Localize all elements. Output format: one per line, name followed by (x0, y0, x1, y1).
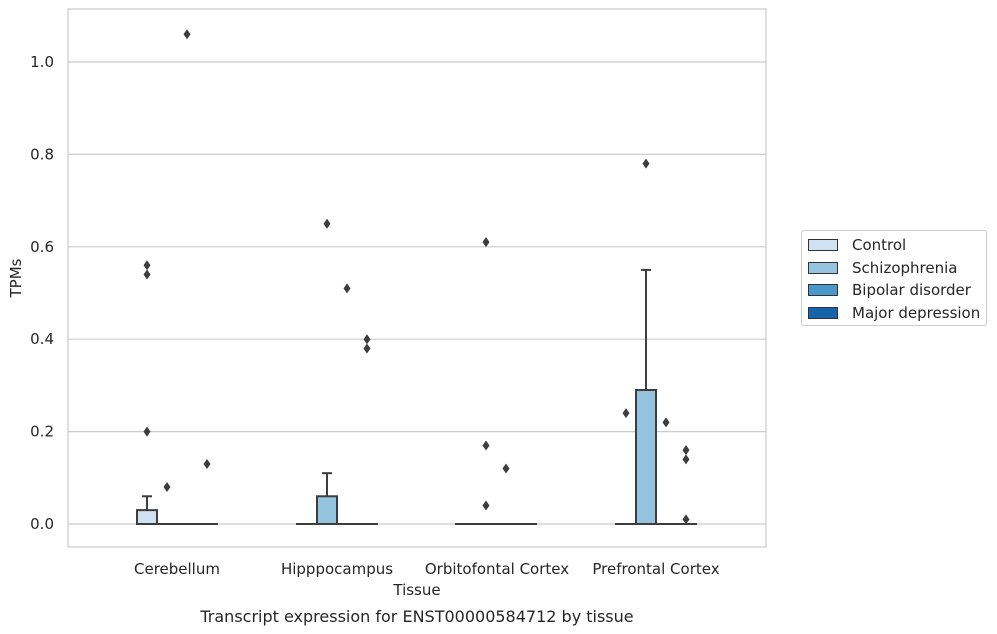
legend-label: Control (852, 236, 907, 254)
outlier-marker (363, 334, 371, 345)
box-rect (635, 389, 657, 525)
outlier-marker (622, 408, 630, 419)
outlier-marker (203, 458, 211, 469)
outlier-marker (363, 343, 371, 354)
outlier-marker (662, 417, 670, 428)
legend-swatch (808, 306, 838, 319)
legend-item: Schizophrenia (808, 257, 957, 279)
outlier-points (143, 29, 690, 525)
outlier-marker (682, 514, 690, 525)
outlier-marker (642, 158, 650, 169)
y-axis-label: TPMs (7, 258, 25, 298)
outlier-marker (143, 260, 151, 271)
legend: Control Schizophrenia Bipolar disorder Majo… (801, 230, 987, 326)
plot-area-frame (67, 8, 767, 548)
box-control (136, 495, 158, 526)
box-series (136, 268, 697, 526)
box-rect (136, 509, 158, 526)
box-rect (316, 495, 338, 525)
y-tick-label: 0.4 (30, 330, 54, 348)
x-tick-label: Cerebellum (134, 560, 220, 578)
outlier-marker (482, 500, 490, 511)
grid-lines (68, 61, 766, 525)
legend-swatch (808, 239, 838, 251)
legend-swatch (808, 261, 838, 274)
outlier-marker (482, 440, 490, 451)
outlier-marker (343, 283, 351, 294)
x-axis-ticks: Cerebellum Hipppocampus Orbitofontal Corte… (134, 560, 720, 578)
outlier-marker (502, 463, 510, 474)
legend-item: Bipolar disorder (808, 279, 971, 301)
legend-swatch (808, 284, 838, 296)
x-axis-label: Tissue (392, 581, 440, 599)
y-tick-label: 1.0 (30, 53, 54, 71)
y-tick-label: 0.6 (30, 238, 54, 256)
outlier-marker (323, 218, 331, 229)
chart-caption: Transcript expression for ENST0000058471… (199, 607, 633, 626)
x-tick-label: Hipppocampus (281, 560, 393, 578)
box-schizophrenia (316, 472, 338, 525)
outlier-marker (682, 445, 690, 456)
outlier-marker (183, 29, 191, 40)
outlier-marker (143, 269, 151, 280)
y-tick-label: 0.2 (30, 423, 54, 441)
x-tick-label: Orbitofontal Cortex (425, 560, 569, 578)
legend-label: Schizophrenia (852, 258, 958, 277)
legend-label: Major depression (852, 303, 981, 322)
outlier-marker (163, 482, 171, 493)
y-tick-label: 0.8 (30, 145, 54, 163)
y-axis-ticks: 0.0 0.2 0.4 0.6 0.8 1.0 (30, 53, 54, 533)
outlier-marker (482, 237, 490, 248)
legend-label: Bipolar disorder (852, 281, 971, 299)
y-tick-label: 0.0 (30, 515, 54, 533)
x-tick-label: Prefrontal Cortex (592, 560, 719, 578)
outlier-marker (143, 426, 151, 437)
box-schizophrenia (635, 268, 657, 525)
legend-item: Control (808, 234, 906, 256)
outlier-marker (682, 454, 690, 465)
legend-item: Major depression (808, 302, 980, 324)
